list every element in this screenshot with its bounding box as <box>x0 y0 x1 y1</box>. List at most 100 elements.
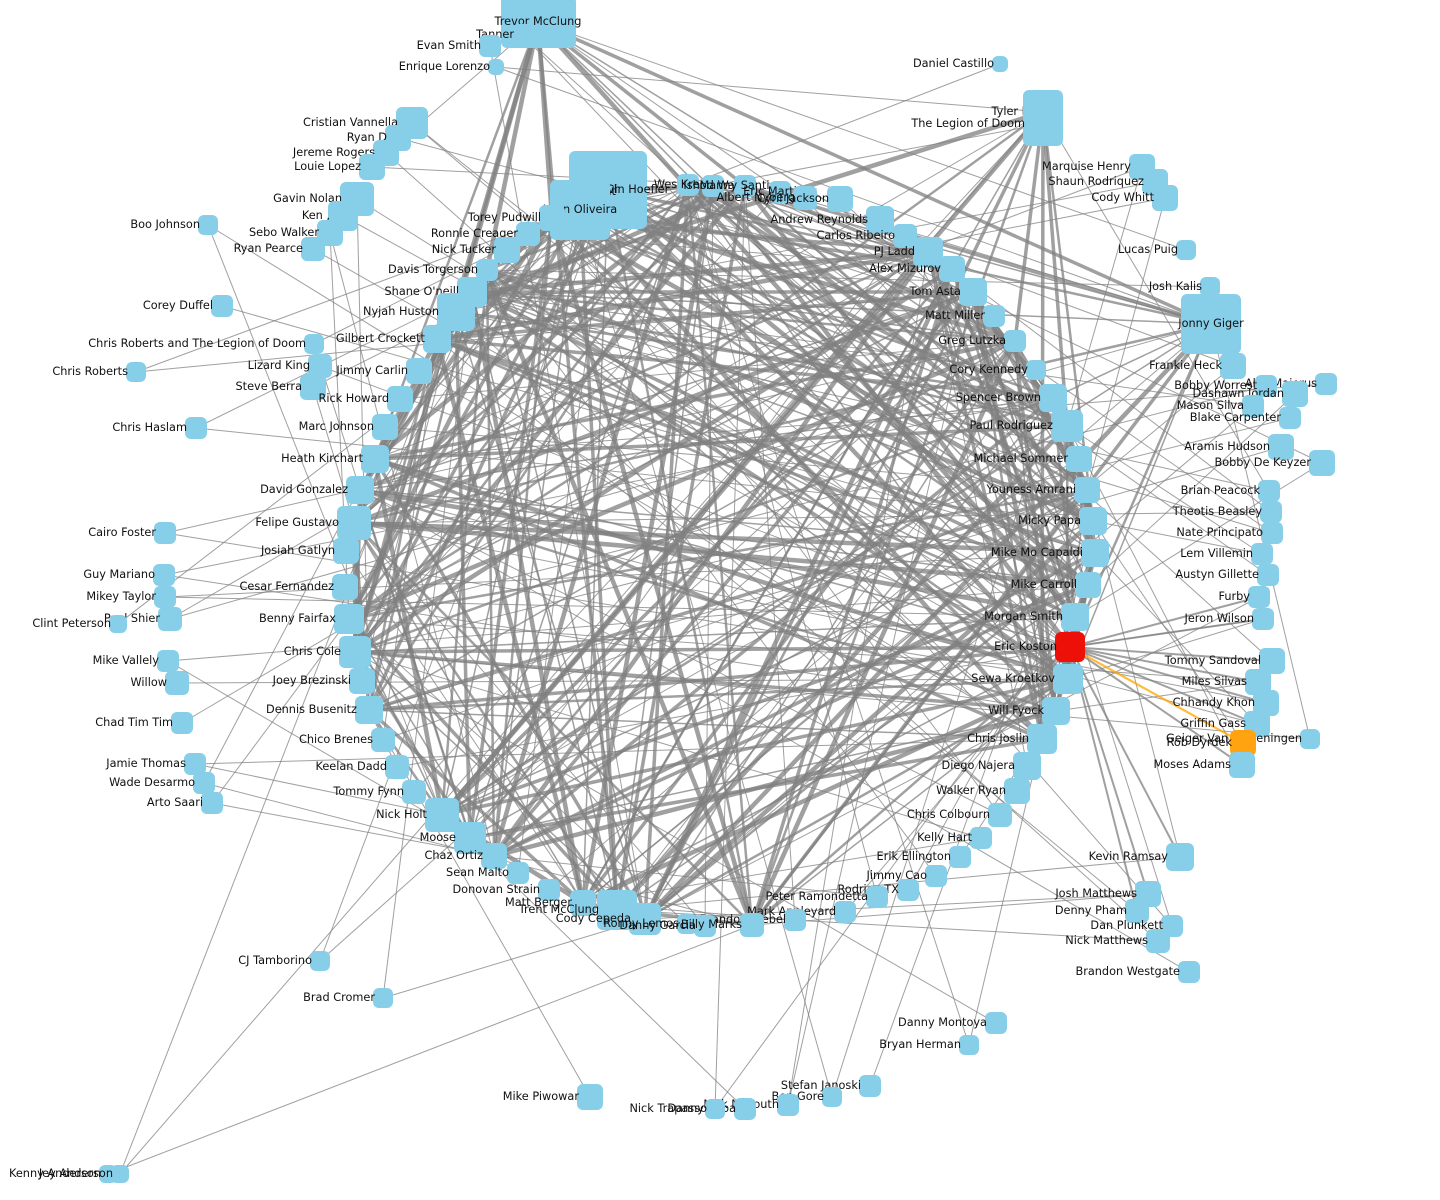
graph-node[interactable] <box>154 522 176 544</box>
graph-node[interactable] <box>300 374 326 400</box>
graph-node[interactable] <box>211 295 233 317</box>
graph-node[interactable] <box>1061 603 1089 631</box>
graph-node[interactable] <box>109 615 127 633</box>
graph-node[interactable] <box>1251 543 1273 565</box>
graph-node[interactable] <box>402 780 426 804</box>
graph-node[interactable] <box>198 215 218 235</box>
graph-node[interactable] <box>476 259 498 281</box>
graph-node[interactable] <box>677 914 697 934</box>
graph-node[interactable] <box>387 386 413 412</box>
graph-node[interactable] <box>332 574 358 600</box>
graph-node[interactable] <box>111 1165 129 1183</box>
graph-node[interactable] <box>619 179 641 201</box>
graph-node[interactable] <box>988 803 1012 827</box>
graph-node[interactable] <box>1258 480 1280 502</box>
graph-node[interactable] <box>1229 752 1255 778</box>
graph-node[interactable] <box>494 237 520 263</box>
graph-node[interactable] <box>1074 477 1100 503</box>
graph-node[interactable] <box>1282 381 1308 407</box>
graph-node[interactable] <box>983 305 1005 327</box>
graph-node[interactable] <box>1053 664 1083 694</box>
graph-node[interactable] <box>355 696 383 724</box>
graph-node[interactable] <box>1055 632 1085 662</box>
graph-node[interactable] <box>1146 929 1170 953</box>
graph-node[interactable] <box>349 668 375 694</box>
graph-node[interactable] <box>1027 724 1057 754</box>
graph-node[interactable] <box>777 1094 799 1116</box>
graph-node[interactable] <box>437 293 475 331</box>
graph-node[interactable] <box>1178 961 1200 983</box>
graph-node[interactable] <box>629 903 661 935</box>
graph-node[interactable] <box>1066 446 1092 472</box>
graph-node[interactable] <box>1039 384 1067 412</box>
graph-node[interactable] <box>154 586 176 608</box>
graph-node[interactable] <box>959 1035 979 1055</box>
graph-node[interactable] <box>992 56 1008 72</box>
graph-node[interactable] <box>334 604 364 634</box>
graph-node[interactable] <box>1200 277 1220 297</box>
graph-node[interactable] <box>859 1075 881 1097</box>
graph-node[interactable] <box>734 1098 756 1120</box>
graph-node[interactable] <box>185 417 207 439</box>
graph-node[interactable] <box>165 671 189 695</box>
graph-node[interactable] <box>512 24 534 46</box>
graph-node[interactable] <box>834 901 856 923</box>
graph-node[interactable] <box>1013 752 1041 780</box>
graph-node[interactable] <box>507 862 529 884</box>
graph-node[interactable] <box>866 206 894 234</box>
graph-node[interactable] <box>949 846 971 868</box>
graph-node[interactable] <box>201 792 223 814</box>
graph-node[interactable] <box>371 728 395 752</box>
graph-node[interactable] <box>538 879 560 901</box>
graph-node[interactable] <box>1315 373 1337 395</box>
graph-node[interactable] <box>1042 697 1070 725</box>
graph-node[interactable] <box>337 506 371 540</box>
graph-node[interactable] <box>1181 294 1241 354</box>
graph-node[interactable] <box>1279 407 1301 429</box>
graph-node[interactable] <box>769 181 791 203</box>
graph-node[interactable] <box>925 865 947 887</box>
graph-node[interactable] <box>827 186 853 212</box>
graph-node[interactable] <box>1166 843 1194 871</box>
graph-node[interactable] <box>346 476 374 504</box>
graph-node[interactable] <box>1257 564 1279 586</box>
graph-node[interactable] <box>333 538 359 564</box>
graph-node[interactable] <box>570 890 596 916</box>
graph-node[interactable] <box>784 909 806 931</box>
graph-node[interactable] <box>705 1099 725 1119</box>
graph-node[interactable] <box>481 843 507 869</box>
graph-node[interactable] <box>126 362 146 382</box>
graph-node[interactable] <box>1300 729 1320 749</box>
graph-node[interactable] <box>1026 360 1046 380</box>
graph-node[interactable] <box>1248 586 1270 608</box>
graph-node[interactable] <box>1309 450 1335 476</box>
graph-node[interactable] <box>193 772 215 794</box>
graph-node[interactable] <box>301 237 325 261</box>
graph-node[interactable] <box>1255 375 1277 397</box>
graph-node[interactable] <box>1230 730 1256 756</box>
graph-node[interactable] <box>1023 102 1063 146</box>
graph-node[interactable] <box>1125 899 1149 923</box>
graph-node[interactable] <box>310 951 330 971</box>
graph-node[interactable] <box>153 564 175 586</box>
graph-node[interactable] <box>385 755 409 779</box>
graph-node[interactable] <box>454 822 486 854</box>
graph-node[interactable] <box>361 445 389 473</box>
graph-node[interactable] <box>1004 330 1026 352</box>
graph-node[interactable] <box>985 1012 1007 1034</box>
graph-node[interactable] <box>339 636 371 668</box>
graph-node[interactable] <box>488 59 504 75</box>
graph-node[interactable] <box>516 222 540 246</box>
graph-node[interactable] <box>539 205 565 231</box>
graph-node[interactable] <box>1075 572 1101 598</box>
graph-node[interactable] <box>959 278 987 306</box>
graph-node[interactable] <box>1079 507 1107 535</box>
graph-node[interactable] <box>866 886 888 908</box>
graph-node[interactable] <box>184 753 206 775</box>
graph-node[interactable] <box>702 175 724 197</box>
graph-node[interactable] <box>577 1084 603 1110</box>
graph-node[interactable] <box>423 325 451 353</box>
graph-node[interactable] <box>425 798 459 832</box>
graph-node[interactable] <box>1242 395 1264 417</box>
